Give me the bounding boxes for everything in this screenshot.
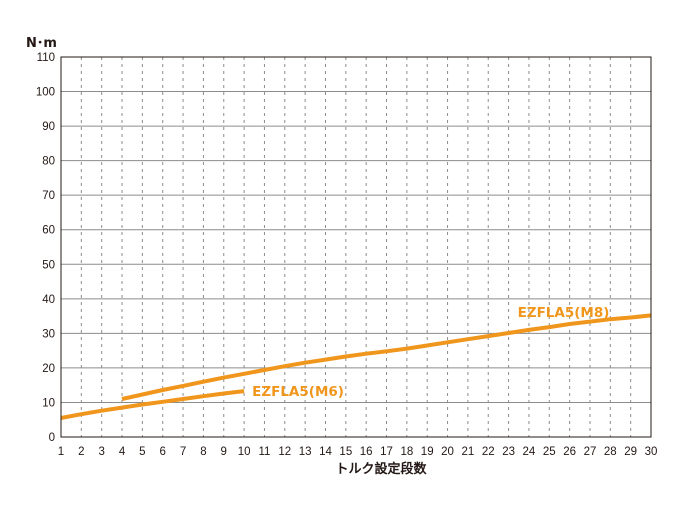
y-tick-label: 60	[42, 225, 55, 237]
y-tick-label: 40	[42, 294, 55, 306]
y-tick-label: 80	[42, 156, 55, 168]
x-tick-label: 1	[58, 446, 64, 458]
x-tick-label: 5	[139, 446, 145, 458]
x-tick-label: 13	[299, 446, 312, 458]
y-tick-label: 110	[37, 52, 55, 64]
annotation-ezfla5-m6: EZFLA5(M6)	[252, 384, 344, 400]
x-tick-label: 11	[258, 446, 270, 458]
x-tick-label: 23	[502, 446, 515, 458]
x-tick-label: 15	[339, 446, 352, 458]
x-tick-label: 25	[543, 446, 556, 458]
y-tick-label: 20	[42, 363, 55, 375]
x-tick-label: 30	[645, 446, 658, 458]
x-tick-label: 10	[238, 446, 251, 458]
x-tick-label: 17	[380, 446, 393, 458]
plot-frame	[60, 56, 652, 438]
x-axis-label: トルク設定段数	[335, 461, 427, 477]
y-tick-label: 0	[49, 432, 55, 444]
y-tick-label: 100	[36, 87, 55, 99]
x-tick-label: 21	[461, 446, 474, 458]
x-tick-label: 22	[482, 446, 495, 458]
x-tick-label: 4	[119, 446, 126, 458]
annotation-ezfla5-m8: EZFLA5(M8)	[518, 305, 610, 321]
y-tick-label: 10	[42, 397, 55, 409]
x-tick-label: 20	[441, 446, 454, 458]
x-tick-label: 29	[624, 446, 637, 458]
x-tick-label: 16	[360, 446, 373, 458]
x-tick-label: 19	[421, 446, 434, 458]
x-tick-label: 7	[180, 446, 186, 458]
x-tick-label: 12	[278, 446, 291, 458]
y-tick-label: 30	[42, 328, 55, 340]
x-tick-label: 27	[584, 446, 597, 458]
x-tick-label: 28	[604, 446, 617, 458]
series-line-ezfla5-m8	[121, 313, 652, 401]
series-line-ezfla5-m6	[60, 389, 245, 420]
x-tick-label: 9	[221, 446, 227, 458]
x-tick-label: 24	[523, 446, 536, 458]
x-tick-label: 14	[319, 446, 332, 458]
x-tick-label: 26	[563, 446, 576, 458]
grid-layer	[61, 57, 651, 437]
series-layer	[60, 313, 652, 420]
x-tick-label: 2	[78, 446, 84, 458]
y-tick-label: 90	[42, 121, 55, 133]
y-tick-label: 50	[42, 259, 55, 271]
y-axis-label: N･m	[26, 36, 57, 51]
x-tick-label: 3	[98, 446, 104, 458]
x-tick-label: 6	[160, 446, 166, 458]
x-tick-label: 8	[200, 446, 206, 458]
x-tick-label: 18	[400, 446, 413, 458]
y-tick-label: 70	[42, 190, 55, 202]
